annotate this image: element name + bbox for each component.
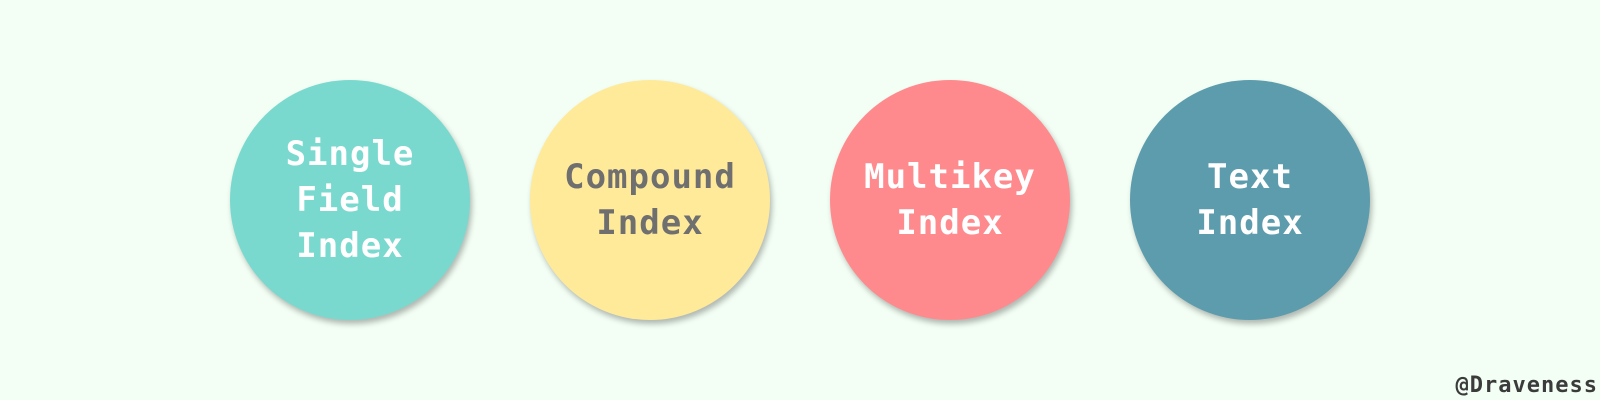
index-type-label: Single Field Index — [285, 134, 415, 266]
index-type-label: Multikey Index — [864, 157, 1036, 243]
index-type-circle-single-field: Single Field Index — [230, 80, 470, 320]
index-type-label: Text Index — [1196, 157, 1304, 243]
index-type-circle-compound: Compound Index — [530, 80, 770, 320]
author-credit: @Draveness — [1455, 373, 1598, 398]
index-type-circle-multikey: Multikey Index — [830, 80, 1070, 320]
index-type-label: Compound Index — [564, 157, 736, 243]
index-type-circle-text: Text Index — [1130, 80, 1370, 320]
